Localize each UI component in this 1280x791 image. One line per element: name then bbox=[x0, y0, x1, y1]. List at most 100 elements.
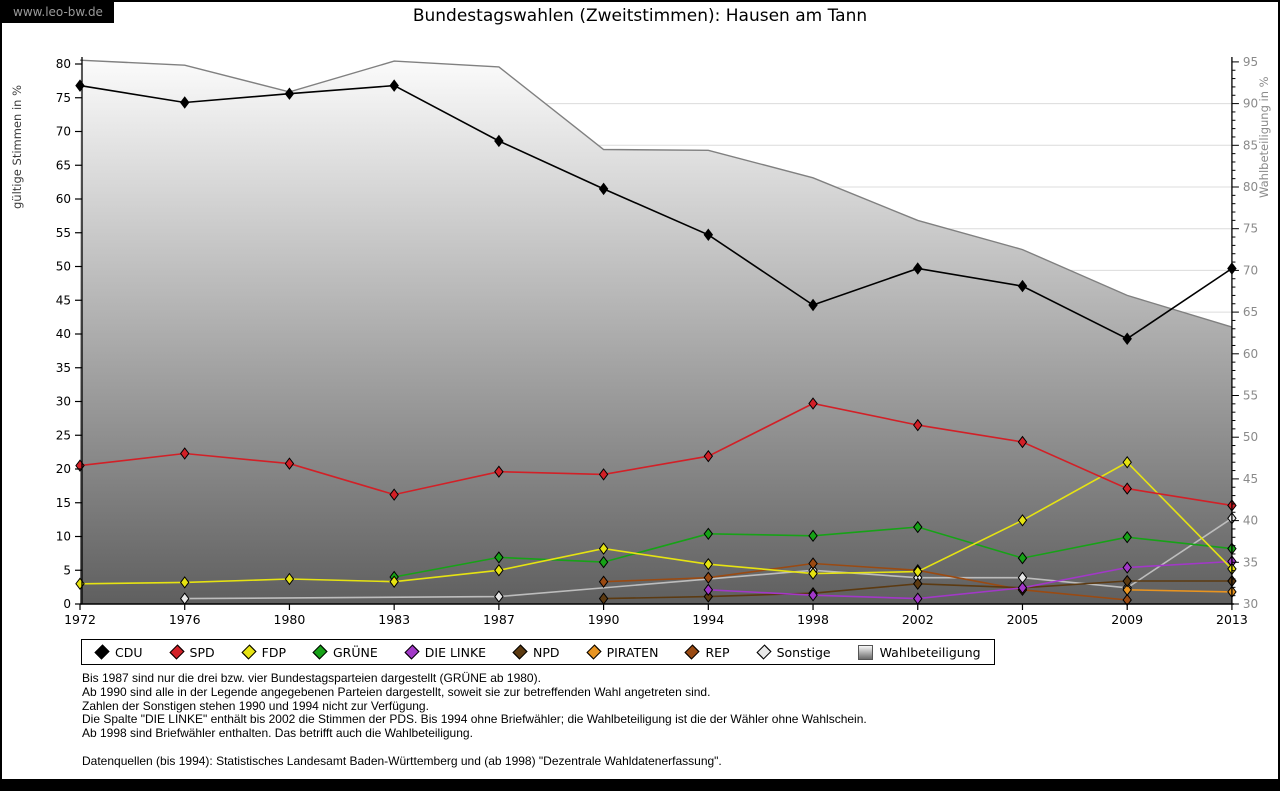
x-tick-label: 1998 bbox=[797, 612, 829, 627]
series-marker-icon bbox=[312, 644, 328, 660]
legend-item-PIRATEN: PIRATEN bbox=[585, 644, 659, 660]
marker-CDU bbox=[389, 79, 399, 92]
marker-GRÜNE bbox=[1017, 551, 1028, 565]
marker-FDP bbox=[703, 557, 714, 571]
marker-GRÜNE bbox=[913, 520, 923, 534]
marker-FDP bbox=[494, 564, 504, 577]
legend-item-NPD: NPD bbox=[512, 644, 560, 660]
x-tick-label: 1990 bbox=[588, 612, 620, 627]
marker-FDP bbox=[598, 542, 609, 555]
legend-item-CDU: CDU bbox=[94, 644, 143, 660]
y-right-tick-label: 65 bbox=[1243, 305, 1258, 319]
bottom-border-bar bbox=[2, 779, 1278, 789]
marker-GRÜNE bbox=[808, 529, 818, 543]
legend-label: DIE LINKE bbox=[424, 644, 487, 660]
y-left-tick-label: 20 bbox=[56, 462, 71, 476]
legend-item-DIE LINKE: DIE LINKE bbox=[404, 644, 487, 660]
marker-FDP bbox=[75, 577, 85, 590]
marker-SPD bbox=[284, 457, 295, 470]
turnout-area-fill bbox=[80, 60, 1232, 604]
marker-DIE LINKE bbox=[1017, 581, 1028, 595]
legend-label: Sonstige bbox=[776, 644, 831, 660]
y-left-tick-label: 15 bbox=[56, 496, 71, 510]
marker-SPD bbox=[598, 468, 609, 481]
legend-label: SPD bbox=[189, 644, 215, 660]
marker-SPD bbox=[1122, 482, 1132, 495]
x-tick-label: 1976 bbox=[169, 612, 201, 627]
legend-item-Wahlbeteiligung: Wahlbeteiligung bbox=[857, 644, 981, 660]
y-right-tick-label: 95 bbox=[1243, 55, 1258, 69]
footnote-line: Ab 1990 sind alle in der Legende angegeb… bbox=[82, 684, 711, 699]
marker-FDP bbox=[284, 572, 295, 586]
watermark: www.leo-bw.de bbox=[2, 2, 114, 23]
marker-CDU bbox=[913, 262, 923, 275]
x-tick-label: 1983 bbox=[378, 612, 410, 627]
legend-label: REP bbox=[705, 644, 730, 660]
data-series bbox=[75, 79, 1237, 607]
y-left-tick-label: 80 bbox=[56, 57, 71, 71]
marker-CDU bbox=[284, 87, 295, 100]
footnote-line: Datenquellen (bis 1994): Statistisches L… bbox=[82, 753, 722, 768]
marker-REP bbox=[703, 571, 714, 584]
axes: 0 5 10 15 20 25 30 35 40 45 50 55 60 65 70 75 80 30 35 40 45… bbox=[56, 55, 1258, 627]
marker-SPD bbox=[808, 397, 818, 410]
y-right-axis-label: Wahlbeteiligung in % bbox=[1257, 76, 1271, 198]
x-tick-label: 2013 bbox=[1216, 612, 1248, 627]
series-marker-icon bbox=[404, 644, 420, 660]
x-tick-label: 1994 bbox=[692, 612, 724, 627]
x-tick-label: 1972 bbox=[64, 612, 96, 627]
marker-GRÜNE bbox=[494, 551, 504, 564]
series-marker-icon bbox=[755, 644, 772, 660]
footnote-line: Ab 1998 sind Briefwähler enthalten. Das … bbox=[82, 726, 473, 741]
turnout-area-icon bbox=[857, 644, 873, 660]
series-marker-icon bbox=[512, 644, 528, 660]
marker-DIE LINKE bbox=[808, 588, 818, 602]
y-left-tick-label: 60 bbox=[56, 192, 71, 206]
legend: CDU SPD FDP GRÜNE DIE LINKE NPD PIRATEN REP Sons… bbox=[81, 639, 995, 665]
marker-SPD bbox=[494, 465, 504, 478]
marker-FDP bbox=[389, 575, 399, 588]
marker-SPD bbox=[179, 447, 190, 460]
legend-label: FDP bbox=[261, 644, 286, 660]
turnout-area bbox=[79, 59, 1233, 604]
y-right-tick-label: 60 bbox=[1243, 347, 1258, 361]
legend-label: GRÜNE bbox=[332, 644, 378, 660]
series-CDU bbox=[75, 79, 1237, 345]
marker-CDU bbox=[75, 79, 85, 92]
y-right-tick-label: 30 bbox=[1243, 597, 1258, 611]
marker-PIRATEN bbox=[1122, 583, 1132, 597]
marker-FDP bbox=[1122, 456, 1132, 469]
y-left-tick-label: 40 bbox=[56, 327, 71, 341]
marker-CDU bbox=[598, 182, 609, 196]
y-right-tick-label: 40 bbox=[1243, 514, 1258, 528]
chart-canvas: 0 5 10 15 20 25 30 35 40 45 50 55 60 65 70 75 80 30 35 40 45… bbox=[10, 55, 1271, 627]
legend-item-GRÜNE: GRÜNE bbox=[312, 644, 378, 660]
marker-SPD bbox=[913, 418, 923, 432]
legend-item-FDP: FDP bbox=[241, 644, 286, 660]
legend-label: NPD bbox=[533, 644, 560, 660]
x-tick-label: 2005 bbox=[1007, 612, 1039, 627]
marker-CDU bbox=[703, 228, 714, 242]
marker-REP bbox=[598, 575, 609, 588]
footnotes: Bis 1987 sind nur die drei bzw. vier Bun… bbox=[82, 671, 867, 769]
marker-GRÜNE bbox=[598, 555, 609, 569]
x-tick-label: 2009 bbox=[1111, 612, 1143, 627]
legend-item-Sonstige: Sonstige bbox=[755, 644, 831, 660]
y-left-tick-label: 45 bbox=[56, 293, 71, 307]
page-title: Bundestagswahlen (Zweitstimmen): Hausen … bbox=[412, 6, 868, 26]
series-marker-icon bbox=[168, 644, 185, 660]
footnote-line bbox=[82, 741, 867, 755]
marker-FDP bbox=[179, 576, 190, 589]
footnote-line: Zahlen der Sonstigen stehen 1990 und 199… bbox=[82, 698, 429, 713]
legend-label: PIRATEN bbox=[606, 644, 659, 660]
y-left-tick-label: 65 bbox=[56, 158, 71, 172]
y-right-tick-label: 75 bbox=[1243, 222, 1258, 236]
marker-GRÜNE bbox=[1122, 530, 1132, 544]
legend-item-SPD: SPD bbox=[168, 644, 215, 660]
marker-SPD bbox=[75, 459, 85, 472]
footnote-line: Bis 1987 sind nur die drei bzw. vier Bun… bbox=[82, 671, 541, 685]
y-left-tick-label: 50 bbox=[56, 260, 71, 274]
legend-label: Wahlbeteiligung bbox=[879, 644, 981, 660]
marker-Sonstige bbox=[494, 590, 504, 603]
